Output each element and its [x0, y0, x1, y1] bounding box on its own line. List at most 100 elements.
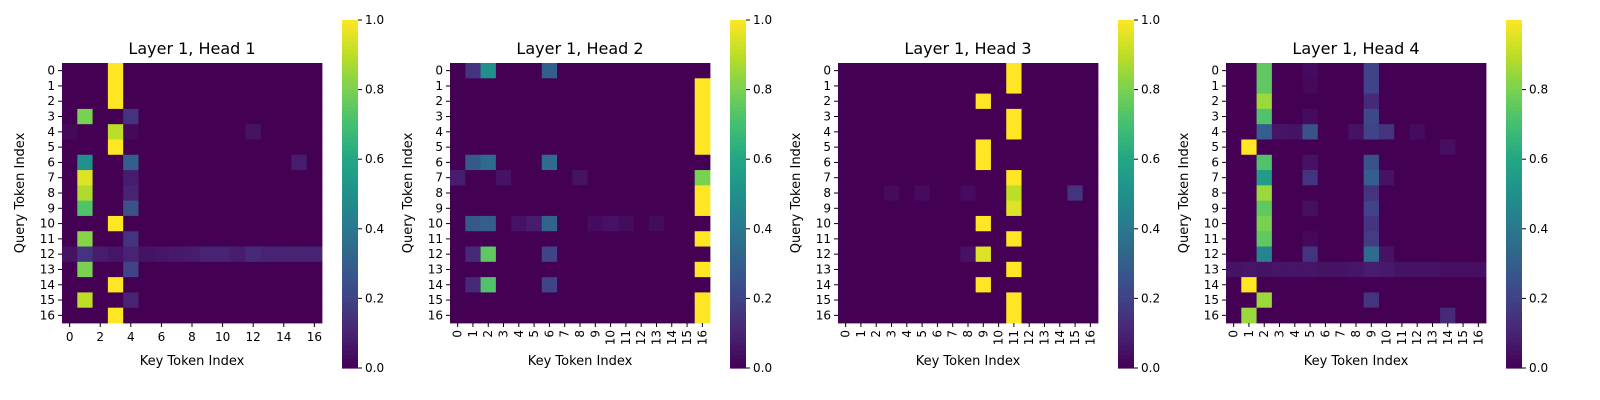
- heatmap-cell: [1394, 93, 1410, 110]
- colorbar-segment: [342, 324, 358, 330]
- heatmap-cell: [1317, 139, 1334, 156]
- heatmap-cell: [1424, 170, 1441, 186]
- heatmap-cell: [138, 170, 155, 186]
- heatmap-cell: [914, 185, 931, 202]
- heatmap-cell: [77, 277, 93, 293]
- heatmap-cell: [260, 292, 277, 309]
- heatmap-cell: [138, 200, 155, 217]
- heatmap-cell: [929, 78, 946, 94]
- heatmap-cell: [276, 78, 292, 94]
- heatmap-cell: [602, 139, 619, 156]
- heatmap-cell: [572, 63, 589, 79]
- heatmap-cell: [526, 185, 543, 202]
- heatmap-cell: [199, 246, 216, 263]
- heatmap-cell: [1317, 231, 1334, 247]
- heatmap-cell: [245, 277, 262, 293]
- heatmap-cell: [572, 231, 589, 247]
- heatmap-cell: [199, 170, 216, 186]
- colorbar-segment: [1118, 224, 1134, 230]
- heatmap-cell: [1067, 231, 1084, 247]
- heatmap-cell: [1363, 200, 1380, 217]
- heatmap-cell: [541, 292, 558, 309]
- colorbar-segment: [730, 315, 746, 321]
- heatmap-cell: [1036, 154, 1053, 171]
- heatmap-cell: [260, 124, 277, 140]
- heatmap-cell: [929, 93, 946, 110]
- heatmap-cell: [975, 124, 992, 140]
- colorbar-segment: [342, 76, 358, 82]
- y-tick-label: 16: [428, 308, 443, 322]
- heatmap-cell: [1440, 78, 1456, 94]
- heatmap-cell: [945, 93, 961, 110]
- heatmap-cell: [1036, 261, 1053, 278]
- heatmap-cell: [883, 261, 900, 278]
- heatmap-cell: [306, 307, 323, 324]
- heatmap-cell: [1409, 63, 1426, 79]
- colorbar-segment: [342, 180, 358, 186]
- heatmap-cell: [214, 261, 231, 278]
- colorbar-segment: [730, 328, 746, 334]
- heatmap-cell: [618, 200, 634, 217]
- heatmap-cell: [465, 292, 481, 309]
- heatmap-cell: [899, 200, 915, 217]
- heatmap-cell: [291, 215, 308, 232]
- heatmap-cell: [648, 200, 665, 217]
- heatmap-cell: [1082, 124, 1099, 140]
- heatmap-cell: [184, 93, 201, 110]
- heatmap-cell: [138, 108, 155, 125]
- heatmap-cell: [260, 261, 277, 278]
- heatmap-cell: [450, 108, 466, 125]
- heatmap-cell: [694, 139, 711, 156]
- heatmap-cell: [199, 277, 216, 293]
- heatmap-cell: [1302, 93, 1319, 110]
- heatmap-cell: [1409, 307, 1426, 324]
- heatmap-cell: [975, 154, 992, 171]
- heatmap-cell: [169, 139, 185, 156]
- heatmap-cell: [306, 78, 323, 94]
- heatmap-cell: [838, 139, 854, 156]
- heatmap-cell: [1333, 307, 1349, 324]
- colorbar-segment: [1118, 272, 1134, 278]
- heatmap-cell: [260, 215, 277, 232]
- heatmap-cell: [1082, 63, 1099, 79]
- heatmap-cell: [1363, 154, 1380, 171]
- heatmap-cell: [153, 154, 170, 171]
- x-tick-label: 9: [1364, 330, 1378, 338]
- heatmap-cell: [633, 261, 650, 278]
- heatmap-cell: [1036, 124, 1053, 140]
- heatmap-cell: [899, 292, 915, 309]
- colorbar-segment: [342, 215, 358, 221]
- heatmap-cell: [1052, 215, 1068, 232]
- heatmap-cell: [230, 63, 246, 79]
- heatmap-cell: [648, 231, 665, 247]
- heatmap-cell: [541, 215, 558, 232]
- heatmap-cell: [1067, 139, 1084, 156]
- heatmap-cell: [230, 185, 246, 202]
- heatmap-cell: [214, 93, 231, 110]
- heatmap-cell: [945, 108, 961, 125]
- heatmap-cell: [184, 124, 201, 140]
- heatmap-cell: [1348, 93, 1365, 110]
- colorbar-tick-label: 0.6: [365, 152, 384, 166]
- colorbar-segment: [1506, 28, 1522, 34]
- heatmap-cell: [868, 277, 885, 293]
- colorbar-tick-label: 0.6: [1529, 152, 1548, 166]
- y-tick-label: 13: [40, 262, 55, 276]
- heatmap-cell: [838, 231, 854, 247]
- heatmap-cell: [1067, 215, 1084, 232]
- heatmap-cell: [123, 231, 139, 247]
- colorbar-segment: [1506, 150, 1522, 156]
- heatmap-cell: [92, 215, 109, 232]
- heatmap-cell: [1271, 93, 1288, 110]
- heatmap-cell: [511, 93, 527, 110]
- heatmap-cell: [1052, 246, 1068, 263]
- heatmap-cell: [602, 185, 619, 202]
- heatmap-cell: [526, 139, 543, 156]
- heatmap-cell: [990, 246, 1007, 263]
- heatmap-cell: [306, 185, 323, 202]
- heatmap-cell: [62, 78, 78, 94]
- heatmap-cell: [184, 185, 201, 202]
- heatmap-cell: [77, 170, 93, 186]
- colorbar-segment: [1506, 333, 1522, 339]
- x-tick-label: 13: [649, 330, 663, 345]
